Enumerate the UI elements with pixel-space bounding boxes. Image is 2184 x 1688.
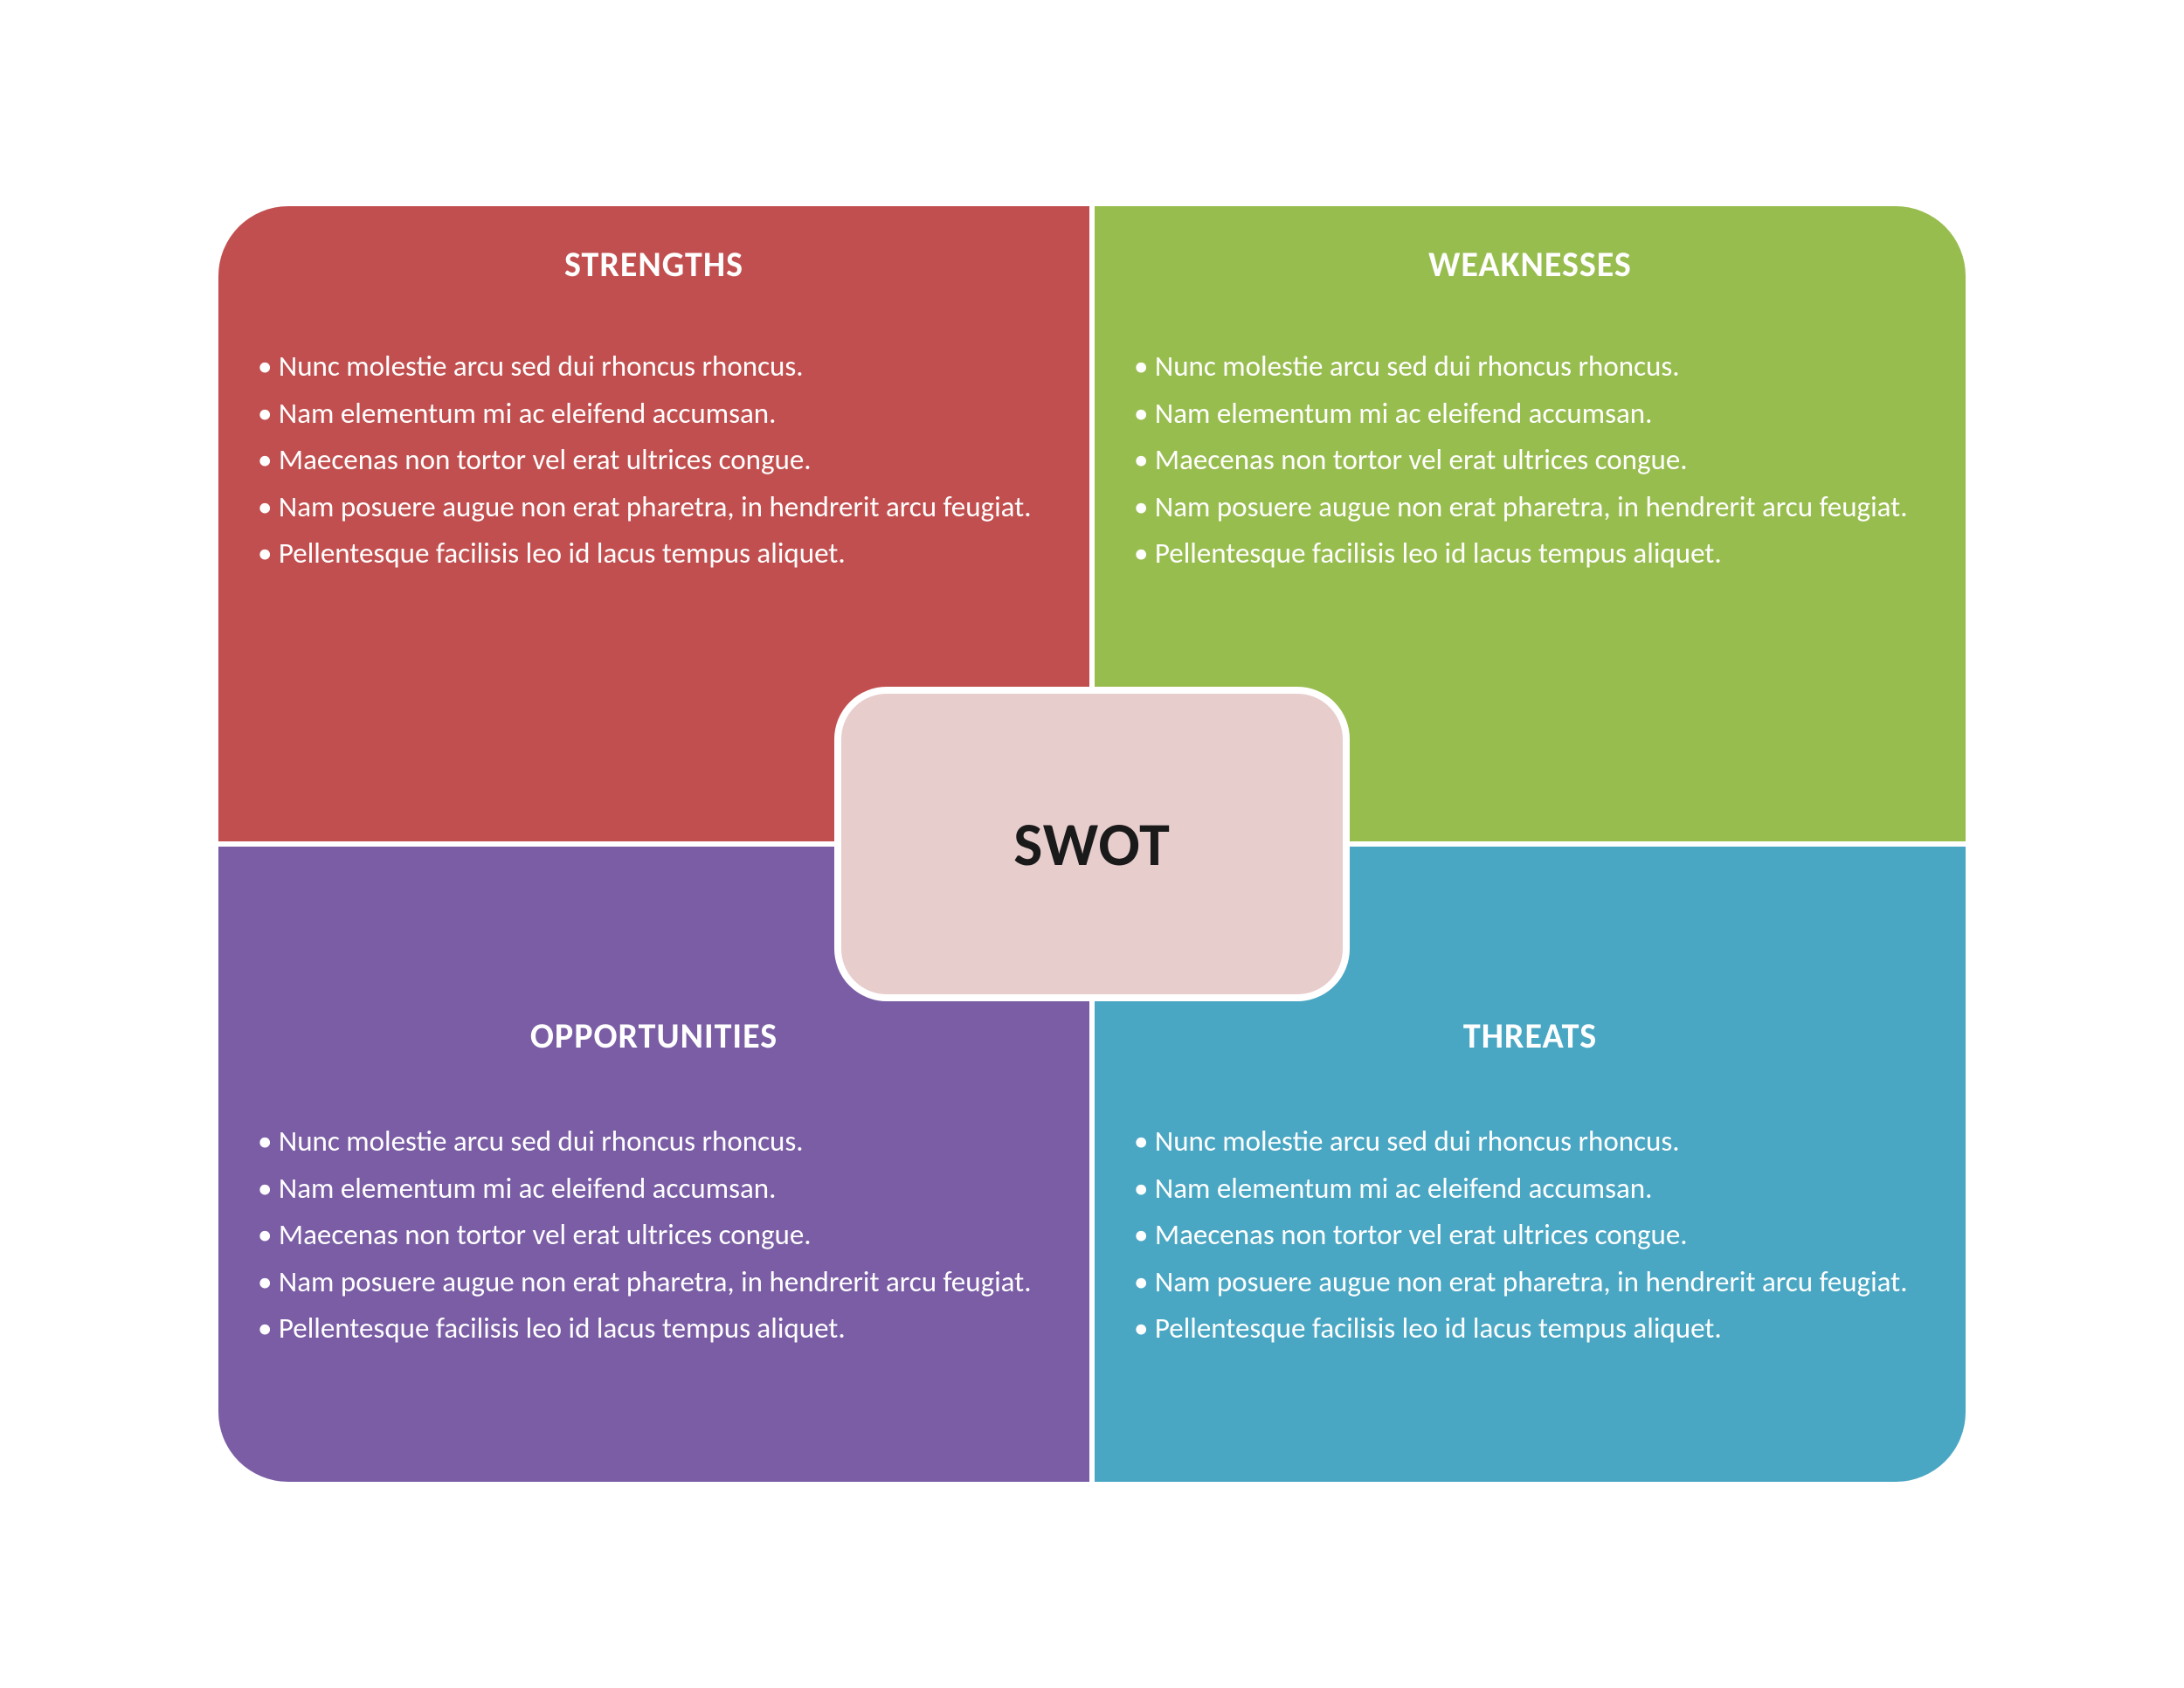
list-item: Nunc molestie arcu sed dui rhoncus rhonc… [258, 1120, 1050, 1164]
list-item: Nunc molestie arcu sed dui rhoncus rhonc… [1134, 1120, 1926, 1164]
list-item: Nam posuere augue non erat pharetra, in … [1134, 1261, 1926, 1304]
quadrant-title-threats: THREATS [1130, 1014, 1931, 1057]
bullet-list-weaknesses: Nunc molestie arcu sed dui rhoncus rhonc… [1130, 345, 1931, 576]
list-item: Maecenas non tortor vel erat ultrices co… [1134, 1214, 1926, 1257]
bullet-list-threats: Nunc molestie arcu sed dui rhoncus rhonc… [1130, 1120, 1931, 1351]
list-item: Pellentesque facilisis leo id lacus temp… [1134, 1307, 1926, 1351]
swot-center-badge: SWOT [834, 687, 1350, 1001]
swot-diagram: STRENGTHS Nunc molestie arcu sed dui rho… [218, 206, 1966, 1482]
list-item: Nunc molestie arcu sed dui rhoncus rhonc… [258, 345, 1050, 389]
bullet-list-opportunities: Nunc molestie arcu sed dui rhoncus rhonc… [253, 1120, 1054, 1351]
list-item: Maecenas non tortor vel erat ultrices co… [258, 1214, 1050, 1257]
list-item: Nam elementum mi ac eleifend accumsan. [258, 1167, 1050, 1211]
bullet-list-strengths: Nunc molestie arcu sed dui rhoncus rhonc… [253, 345, 1054, 576]
list-item: Nam elementum mi ac eleifend accumsan. [1134, 1167, 1926, 1211]
list-item: Nam posuere augue non erat pharetra, in … [1134, 486, 1926, 529]
list-item: Maecenas non tortor vel erat ultrices co… [1134, 439, 1926, 482]
swot-center-label: SWOT [1013, 806, 1171, 882]
list-item: Nunc molestie arcu sed dui rhoncus rhonc… [1134, 345, 1926, 389]
list-item: Pellentesque facilisis leo id lacus temp… [1134, 532, 1926, 576]
list-item: Pellentesque facilisis leo id lacus temp… [258, 532, 1050, 576]
quadrant-title-weaknesses: WEAKNESSES [1130, 243, 1931, 286]
quadrant-title-strengths: STRENGTHS [253, 243, 1054, 286]
list-item: Nam posuere augue non erat pharetra, in … [258, 1261, 1050, 1304]
list-item: Pellentesque facilisis leo id lacus temp… [258, 1307, 1050, 1351]
list-item: Nam elementum mi ac eleifend accumsan. [258, 392, 1050, 436]
quadrant-title-opportunities: OPPORTUNITIES [253, 1014, 1054, 1057]
list-item: Nam elementum mi ac eleifend accumsan. [1134, 392, 1926, 436]
list-item: Maecenas non tortor vel erat ultrices co… [258, 439, 1050, 482]
list-item: Nam posuere augue non erat pharetra, in … [258, 486, 1050, 529]
